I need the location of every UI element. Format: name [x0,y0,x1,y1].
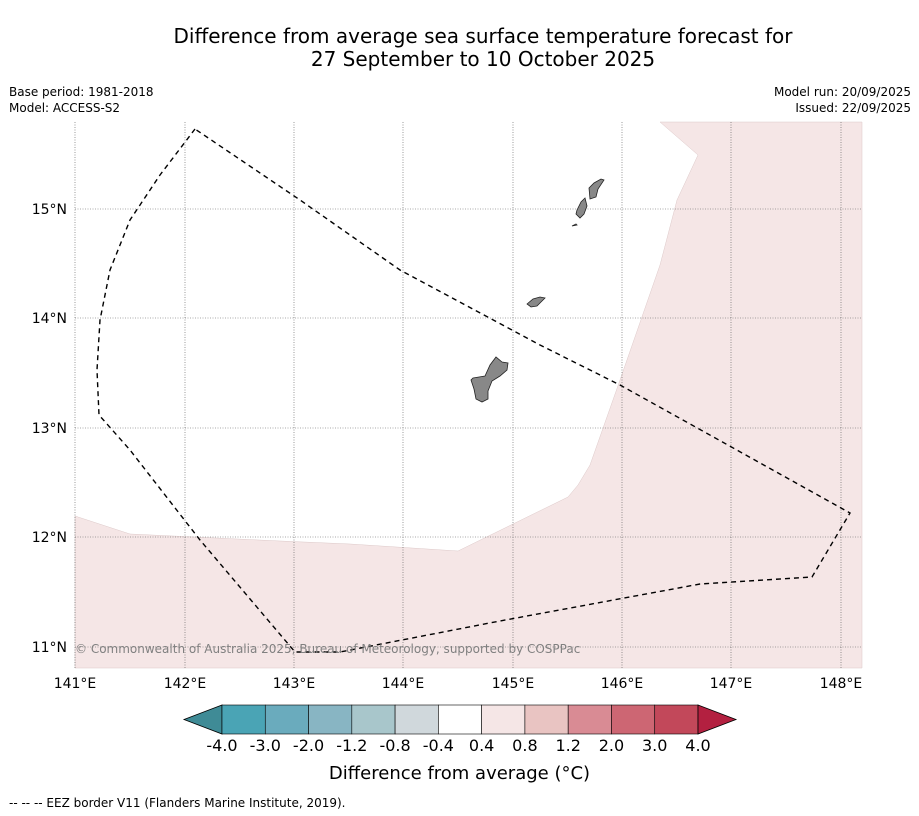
eez-border [96,128,851,653]
island-guam [470,356,509,403]
lon-label: 141°E [54,676,97,692]
lon-label: 143°E [273,676,316,692]
lon-label: 147°E [710,676,753,692]
colorbar-bin [438,704,482,735]
title-line-2: 27 September to 10 October 2025 [310,47,656,71]
colorbar-tick-label: 3.0 [642,736,667,755]
lat-label: 14°N [32,311,67,327]
lon-label: 145°E [492,676,535,692]
colorbar-bin [351,704,396,735]
colorbar-bin [524,704,569,735]
lon-label: 144°E [382,676,425,692]
lon-label: 142°E [164,676,207,692]
lat-label: 12°N [32,530,67,546]
colorbar-tick-label: 0.8 [512,736,537,755]
colorbar-tick-label: -0.4 [423,736,454,755]
model-name: Model: ACCESS-S2 [9,101,121,115]
model-run: Model run: 20/09/2025 [773,85,911,99]
base-period: Base period: 1981-2018 [9,85,154,99]
lon-axis-labels: 141°E 142°E 143°E 144°E 145°E 146°E 147°… [54,676,863,692]
colorbar-bin [611,704,656,735]
colorbar-tick-label: 2.0 [599,736,624,755]
title-line-1: Difference from average sea surface temp… [173,24,793,48]
colorbar-bin [654,704,699,735]
colorbar-tick-label: -4.0 [206,736,237,755]
colorbar-extend-high [697,704,738,735]
colorbar-bin [394,704,439,735]
colorbar-tick-label: 4.0 [685,736,710,755]
colorbar-bin [221,704,266,735]
colorbar-bin [264,704,309,735]
island-saipan [588,178,605,200]
island-tinian [575,197,588,219]
colorbar-tick-label: -3.0 [250,736,281,755]
colorbar-bin [308,704,353,735]
gridlines [74,122,862,668]
lat-label: 11°N [32,640,67,656]
islands [470,178,605,403]
colorbar: -4.0 -3.0 -2.0 -1.2 -0.8 -0.4 0.4 0.8 1.2 2.0 3.0 4… [182,704,738,755]
island-aguijan [571,223,578,227]
issued-date: Issued: 22/09/2025 [795,101,911,115]
colorbar-tick-label: -0.8 [379,736,410,755]
warm-anomaly-region [74,121,863,669]
colorbar-tick-label: 1.2 [555,736,580,755]
colorbar-extend-low [182,704,223,735]
copyright-text: © Commonwealth of Australia 2025, Bureau… [75,642,580,656]
colorbar-tick-label: -1.2 [336,736,367,755]
lat-axis-labels: 15°N 14°N 13°N 12°N 11°N [32,202,67,656]
colorbar-bin [481,704,526,735]
lat-label: 13°N [32,421,67,437]
eez-legend: -- -- -- EEZ border V11 (Flanders Marine… [9,796,346,810]
colorbar-tick-label: 0.4 [469,736,494,755]
lon-label: 148°E [820,676,863,692]
island-rota [526,296,546,308]
lon-label: 146°E [601,676,644,692]
colorbar-tick-label: -2.0 [293,736,324,755]
lat-label: 15°N [32,202,67,218]
colorbar-label: Difference from average (°C) [328,763,591,784]
colorbar-bin [567,704,612,735]
